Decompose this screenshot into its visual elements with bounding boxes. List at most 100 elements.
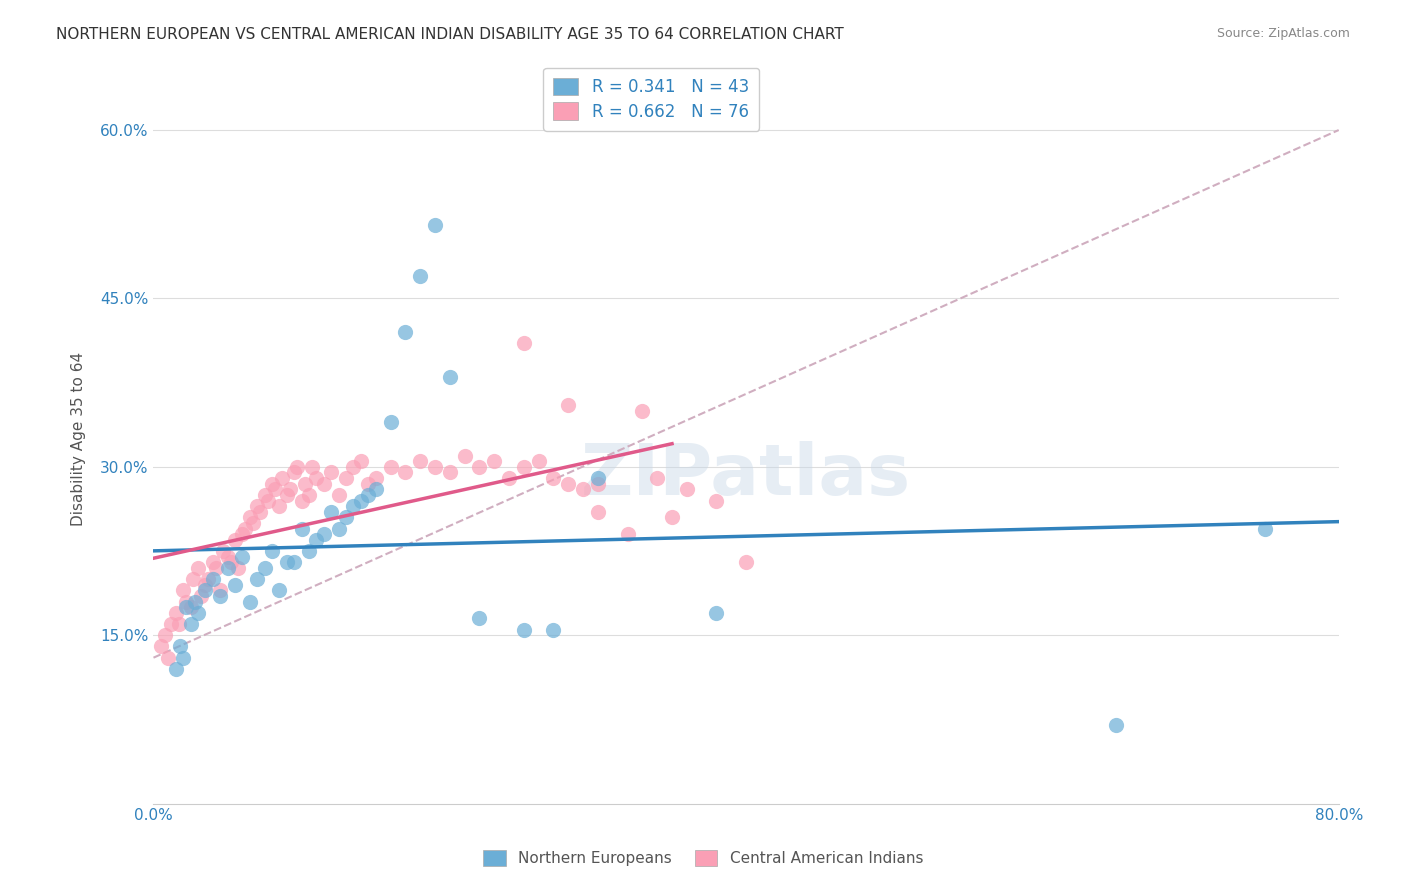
Point [184, 594, 207, 608]
Point [706, 606, 728, 620]
Point [285, 459, 308, 474]
Point [394, 325, 416, 339]
Point [209, 589, 232, 603]
Point [278, 483, 301, 497]
Point [357, 476, 380, 491]
Point [543, 623, 565, 637]
Point [174, 600, 197, 615]
Point [468, 611, 491, 625]
Point [172, 583, 194, 598]
Point [513, 336, 536, 351]
Point [586, 476, 609, 491]
Point [291, 493, 314, 508]
Point [301, 459, 323, 474]
Y-axis label: Disability Age 35 to 64: Disability Age 35 to 64 [72, 351, 86, 525]
Point [246, 572, 269, 586]
Point [253, 561, 276, 575]
Point [217, 549, 239, 564]
Point [212, 544, 235, 558]
Point [305, 471, 328, 485]
Point [224, 578, 246, 592]
Point [380, 415, 402, 429]
Text: Source: ZipAtlas.com: Source: ZipAtlas.com [1216, 27, 1350, 40]
Point [735, 555, 758, 569]
Point [174, 594, 197, 608]
Point [283, 466, 305, 480]
Point [335, 471, 357, 485]
Point [1253, 522, 1275, 536]
Point [312, 527, 335, 541]
Point [321, 466, 343, 480]
Point [172, 650, 194, 665]
Point [312, 476, 335, 491]
Point [187, 561, 209, 575]
Point [342, 499, 364, 513]
Point [187, 606, 209, 620]
Point [645, 471, 668, 485]
Point [224, 533, 246, 547]
Point [165, 606, 187, 620]
Point [453, 449, 475, 463]
Point [276, 555, 298, 569]
Point [291, 522, 314, 536]
Point [631, 403, 654, 417]
Point [231, 549, 253, 564]
Point [557, 398, 579, 412]
Legend: Northern Europeans, Central American Indians: Northern Europeans, Central American Ind… [474, 841, 932, 875]
Point [543, 471, 565, 485]
Point [249, 505, 271, 519]
Point [706, 493, 728, 508]
Point [269, 583, 291, 598]
Point [1105, 718, 1128, 732]
Point [350, 493, 373, 508]
Point [169, 640, 191, 654]
Point [271, 471, 294, 485]
Point [269, 499, 291, 513]
Point [484, 454, 506, 468]
Point [439, 466, 461, 480]
Point [219, 555, 242, 569]
Legend: R = 0.341   N = 43, R = 0.662   N = 76: R = 0.341 N = 43, R = 0.662 N = 76 [544, 68, 759, 130]
Point [165, 662, 187, 676]
Point [256, 493, 278, 508]
Point [239, 594, 262, 608]
Point [276, 488, 298, 502]
Point [253, 488, 276, 502]
Point [233, 522, 256, 536]
Point [616, 527, 638, 541]
Point [350, 454, 373, 468]
Point [260, 476, 283, 491]
Point [239, 510, 262, 524]
Point [364, 471, 387, 485]
Point [194, 583, 217, 598]
Point [513, 623, 536, 637]
Point [423, 459, 446, 474]
Point [190, 589, 212, 603]
Point [586, 471, 609, 485]
Point [242, 516, 264, 530]
Point [298, 544, 321, 558]
Point [305, 533, 328, 547]
Point [409, 268, 432, 283]
Point [157, 650, 180, 665]
Point [180, 600, 202, 615]
Point [328, 522, 350, 536]
Point [298, 488, 321, 502]
Point [209, 583, 232, 598]
Point [160, 617, 183, 632]
Point [439, 370, 461, 384]
Point [149, 640, 172, 654]
Point [364, 483, 387, 497]
Point [180, 617, 202, 632]
Point [264, 483, 287, 497]
Point [572, 483, 595, 497]
Point [409, 454, 432, 468]
Point [321, 505, 343, 519]
Point [167, 617, 190, 632]
Point [246, 499, 269, 513]
Point [201, 572, 224, 586]
Point [527, 454, 550, 468]
Point [260, 544, 283, 558]
Point [204, 561, 226, 575]
Text: NORTHERN EUROPEAN VS CENTRAL AMERICAN INDIAN DISABILITY AGE 35 TO 64 CORRELATION: NORTHERN EUROPEAN VS CENTRAL AMERICAN IN… [56, 27, 844, 42]
